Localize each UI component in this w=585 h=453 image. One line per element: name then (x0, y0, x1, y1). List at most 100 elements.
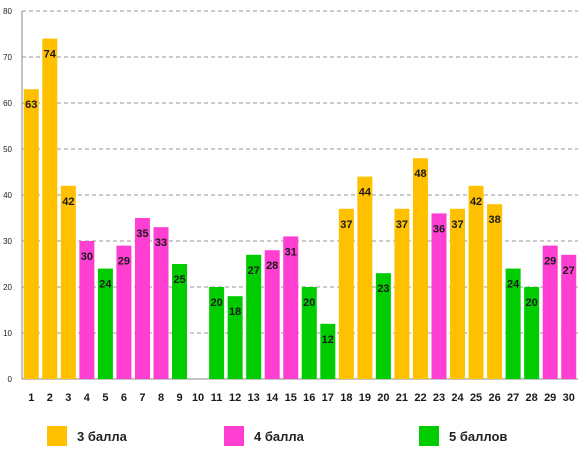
x-tick-label: 5 (102, 392, 108, 404)
y-tick-label: 10 (3, 329, 12, 338)
bar (505, 268, 521, 379)
x-tick-label: 8 (158, 392, 164, 404)
x-tick-label: 19 (359, 392, 371, 404)
bar (153, 227, 169, 379)
bar (283, 236, 299, 379)
bar (468, 185, 484, 379)
x-tick-label: 24 (451, 392, 464, 404)
bar (320, 323, 336, 379)
data-label: 28 (266, 260, 278, 272)
x-tick-label: 10 (192, 392, 204, 404)
data-label: 23 (377, 283, 389, 295)
x-tick-label: 30 (563, 392, 575, 404)
data-label: 63 (25, 99, 37, 111)
y-tick-label: 20 (3, 283, 12, 292)
y-tick-label: 30 (3, 237, 12, 246)
bar (246, 254, 262, 379)
legend-label-4-points: 4 балла (254, 428, 304, 444)
x-tick-label: 25 (470, 392, 482, 404)
x-tick-label: 7 (139, 392, 145, 404)
x-tick-label: 12 (229, 392, 241, 404)
bar (97, 268, 113, 379)
legend-label-5-points: 5 баллов (449, 428, 508, 444)
bar-chart: 0102030405060708016327434243052462973583… (3, 7, 578, 404)
legend-item-3-points: 3 балла (47, 424, 127, 448)
data-label: 18 (229, 306, 241, 318)
data-label: 24 (507, 279, 520, 291)
x-tick-label: 16 (303, 392, 315, 404)
x-tick-label: 13 (248, 392, 260, 404)
legend-label-3-points: 3 балла (77, 428, 127, 444)
data-label: 31 (285, 246, 297, 258)
y-tick-label: 40 (3, 191, 12, 200)
x-tick-label: 23 (433, 392, 445, 404)
bar (42, 38, 58, 379)
x-tick-label: 26 (488, 392, 500, 404)
data-label: 36 (433, 223, 445, 235)
data-label: 38 (488, 214, 500, 226)
x-tick-label: 29 (544, 392, 556, 404)
data-label: 25 (173, 274, 185, 286)
data-label: 37 (396, 219, 408, 231)
x-tick-label: 6 (121, 392, 127, 404)
y-tick-label: 80 (3, 7, 12, 16)
data-label: 30 (81, 251, 93, 263)
data-label: 29 (118, 256, 130, 268)
x-tick-label: 22 (414, 392, 426, 404)
data-label: 27 (248, 265, 260, 277)
bar (338, 208, 354, 379)
bar (431, 213, 447, 379)
data-label: 20 (303, 297, 315, 309)
data-label: 12 (322, 334, 334, 346)
data-label: 42 (62, 196, 74, 208)
x-tick-label: 20 (377, 392, 389, 404)
x-tick-label: 27 (507, 392, 519, 404)
x-tick-label: 18 (340, 392, 352, 404)
bar (264, 250, 280, 379)
bar (394, 208, 410, 379)
bar (542, 245, 558, 379)
data-label: 37 (451, 219, 463, 231)
bar (357, 176, 373, 379)
x-tick-label: 4 (84, 392, 91, 404)
legend-item-5-points: 5 баллов (419, 424, 507, 448)
data-label: 48 (414, 168, 426, 180)
x-tick-label: 17 (322, 392, 334, 404)
x-tick-label: 1 (28, 392, 34, 404)
y-tick-label: 0 (8, 375, 13, 384)
bar (79, 241, 95, 379)
legend-swatch-5-points (419, 426, 439, 446)
x-tick-label: 15 (285, 392, 297, 404)
data-label: 29 (544, 256, 556, 268)
bar (116, 245, 132, 379)
bar (209, 287, 225, 379)
bar (60, 185, 76, 379)
bar (412, 158, 428, 379)
data-label: 20 (210, 297, 222, 309)
data-label: 42 (470, 196, 482, 208)
x-tick-label: 2 (47, 392, 53, 404)
x-tick-label: 3 (65, 392, 71, 404)
bar (524, 287, 540, 379)
y-tick-label: 50 (3, 145, 12, 154)
data-label: 27 (563, 265, 575, 277)
data-label: 35 (136, 228, 148, 240)
bar (227, 296, 243, 379)
bar (23, 89, 39, 379)
x-tick-label: 11 (211, 392, 223, 404)
legend-swatch-4-points (224, 426, 244, 446)
x-tick-label: 9 (176, 392, 182, 404)
data-label: 44 (359, 187, 372, 199)
y-tick-label: 70 (3, 53, 12, 62)
x-tick-label: 21 (396, 392, 408, 404)
bar (375, 273, 391, 379)
x-tick-label: 14 (266, 392, 279, 404)
data-label: 74 (44, 49, 57, 61)
bar (450, 208, 466, 379)
y-tick-label: 60 (3, 99, 12, 108)
data-label: 33 (155, 237, 167, 249)
bar (172, 264, 188, 379)
bar (561, 254, 577, 379)
legend-swatch-3-points (47, 426, 67, 446)
bar (134, 218, 150, 379)
